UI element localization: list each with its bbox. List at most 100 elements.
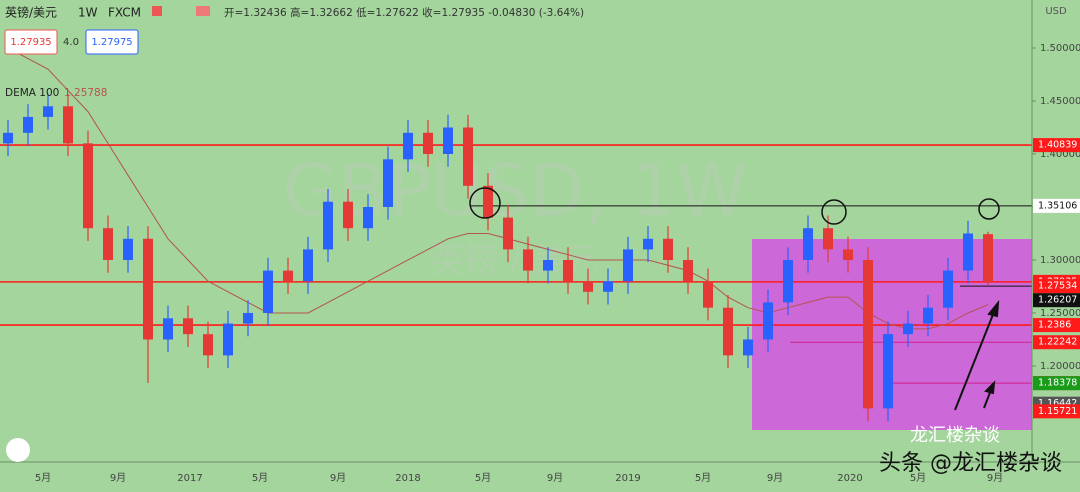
level-tag — [1033, 318, 1080, 333]
x-tick-label: 5月 — [35, 472, 51, 484]
x-tick-label: 5月 — [252, 472, 268, 484]
candle-body — [523, 249, 533, 271]
symbol: 英镑/美元 — [5, 5, 57, 20]
candle-body — [543, 259, 553, 271]
candle-body — [443, 127, 453, 154]
ask: 1.27975 — [91, 37, 132, 48]
candle-body — [383, 159, 393, 207]
x-tick-label: 9月 — [110, 472, 126, 484]
candle-body — [163, 318, 173, 340]
x-tick-label: 9月 — [767, 472, 783, 484]
level-label: 1.22242 — [1038, 337, 1077, 348]
candle-body — [823, 228, 833, 250]
candle-body — [563, 259, 573, 282]
x-tick-label: 5月 — [475, 472, 491, 484]
watermark: GBPUSD, 1W — [282, 149, 747, 233]
level-tag — [1033, 279, 1080, 294]
level-label: 1.40839 — [1038, 140, 1077, 151]
level-tag — [1033, 198, 1080, 213]
indicator-value: 1.25788 — [64, 87, 107, 99]
candle-body — [923, 307, 933, 324]
price-axis — [1032, 0, 1080, 462]
x-tick-label: 2019 — [615, 473, 640, 484]
candle-body — [203, 334, 213, 356]
candle-body — [903, 323, 913, 335]
candle-body — [3, 132, 13, 144]
candle-body — [83, 143, 93, 229]
x-tick-label: 2018 — [395, 473, 420, 484]
x-tick-label: 5月 — [695, 472, 711, 484]
ask-box[interactable] — [85, 29, 139, 55]
arrows — [954, 299, 1000, 411]
candle-body — [43, 106, 53, 117]
y-tick-label: 1.30000 — [1040, 255, 1080, 266]
level-tag — [1033, 138, 1080, 153]
watermark-sub: 英镑 / 美元 — [430, 241, 599, 281]
candle-body — [283, 270, 293, 282]
candle-body — [303, 249, 313, 282]
level-tag — [1033, 376, 1080, 391]
spread: 4.0 — [63, 37, 79, 48]
candle-body — [363, 206, 373, 229]
y-tick-label: 1.45000 — [1040, 96, 1080, 107]
candle-body — [483, 185, 493, 218]
y-tick-label: 1.40000 — [1040, 149, 1080, 160]
candle-body — [883, 334, 893, 409]
level-tag — [1033, 335, 1080, 350]
level-label: 1.27534 — [1038, 281, 1077, 292]
circle — [978, 198, 1000, 220]
candle-body — [223, 323, 233, 356]
candle-body — [503, 217, 513, 250]
bid-box[interactable] — [4, 29, 58, 55]
candle-body — [123, 238, 133, 260]
candle-body — [423, 132, 433, 154]
icon — [152, 6, 162, 16]
interval: 1W — [78, 6, 98, 20]
credit: 头条 @龙汇楼杂谈 — [879, 451, 1062, 476]
x-tick-label: 2017 — [177, 473, 202, 484]
candle-body — [803, 228, 813, 260]
candle-body — [23, 116, 33, 133]
indicator-line — [7, 47, 989, 330]
candle-body — [343, 201, 353, 229]
candle-body — [643, 238, 653, 250]
level-tag — [1033, 293, 1080, 308]
candle-body — [583, 281, 593, 292]
x-tick-label: 9月 — [330, 472, 346, 484]
credit-sub: 龙汇楼杂谈 — [910, 425, 1000, 446]
source: FXCM — [108, 6, 141, 20]
level-label: 1.16442 — [1038, 398, 1077, 409]
indicator-name: DEMA 100 — [5, 87, 59, 99]
bid: 1.27935 — [10, 37, 51, 48]
x-tick-label: 9月 — [547, 472, 563, 484]
candle-body — [183, 318, 193, 335]
candle-body — [983, 234, 993, 282]
candle-body — [663, 238, 673, 260]
candle-body — [843, 249, 853, 260]
candle-body — [963, 233, 973, 271]
level-tag — [1033, 404, 1080, 419]
candle-body — [323, 201, 333, 250]
logo[interactable] — [6, 438, 30, 462]
candle-body — [263, 270, 273, 313]
currency: USD — [1045, 6, 1067, 17]
y-tick-label: 1.25000 — [1040, 308, 1080, 319]
candle-body — [463, 127, 473, 186]
y-tick-label: 1.20000 — [1040, 361, 1080, 372]
level-label: 1.35106 — [1038, 200, 1077, 211]
circle — [821, 199, 847, 225]
level-label: 1.15721 — [1038, 406, 1077, 417]
candle-body — [783, 259, 793, 303]
ohlc-text: 开=1.32436 高=1.32662 低=1.27622 收=1.27935 … — [224, 6, 584, 19]
candle-body — [703, 281, 713, 308]
level-label: 1.2386 — [1038, 320, 1071, 331]
y-tick-label: 1.50000 — [1040, 43, 1080, 54]
x-tick-label: 9月 — [987, 472, 1003, 484]
candle-body — [103, 228, 113, 260]
circle — [469, 187, 501, 219]
x-tick-label: 5月 — [910, 472, 926, 484]
candle-body — [243, 312, 253, 324]
candle-body — [763, 302, 773, 340]
candle-body — [403, 132, 413, 160]
